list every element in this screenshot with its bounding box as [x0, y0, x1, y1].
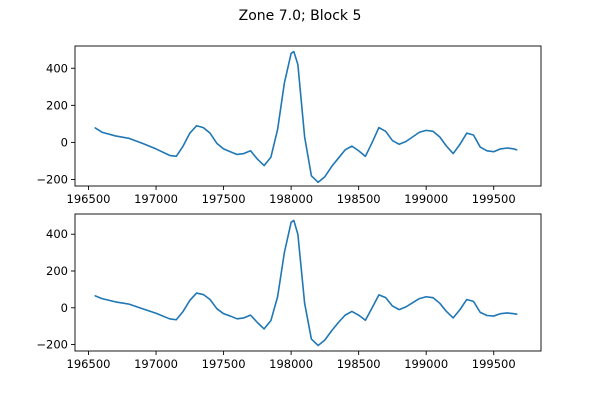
x-tick-label: 198500 [337, 357, 381, 371]
y-tick-label: −200 [36, 338, 68, 352]
top-subplot: 196500 197000 197500 198000 198500 199000 1995… [36, 45, 542, 206]
x-tick-label: 196500 [67, 192, 111, 206]
y-tick-label: 400 [46, 61, 68, 75]
x-tick-label: 197500 [202, 357, 246, 371]
x-tick-label: 198000 [269, 192, 313, 206]
x-tick-label: 197500 [202, 192, 246, 206]
figure-title: Zone 7.0; Block 5 [239, 8, 362, 24]
x-tick-label: 199000 [404, 192, 448, 206]
series-line-0 [94, 219, 518, 347]
plot-frame [74, 45, 542, 187]
series-line-0 [94, 50, 518, 184]
x-tick-label: 197000 [134, 192, 178, 206]
x-tick-label: 198500 [337, 192, 381, 206]
bottom-subplot: 196500 197000 197500 198000 198500 199000 1995… [36, 213, 542, 371]
x-tick-label: 199500 [472, 192, 516, 206]
y-tick-label: −200 [36, 173, 68, 187]
x-tick-label: 196500 [67, 357, 111, 371]
x-tick-label: 197000 [134, 357, 178, 371]
plot-frame [74, 213, 542, 352]
x-tick-label: 199500 [472, 357, 516, 371]
y-tick-label: 0 [61, 135, 68, 149]
y-tick-label: 200 [46, 264, 68, 278]
y-tick-label: 200 [46, 98, 68, 112]
y-tick-label: 0 [61, 301, 68, 315]
x-tick-label: 199000 [404, 357, 448, 371]
x-tick-label: 198000 [269, 357, 313, 371]
y-tick-label: 400 [46, 227, 68, 241]
